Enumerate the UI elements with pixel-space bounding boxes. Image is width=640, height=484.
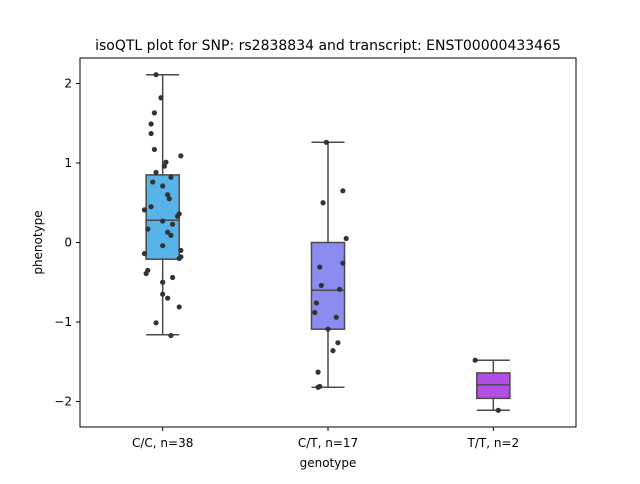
- data-point: [141, 207, 148, 213]
- data-point: [333, 314, 339, 320]
- data-point: [151, 110, 157, 116]
- data-point: [165, 295, 171, 301]
- data-point: [320, 200, 326, 206]
- data-point: [317, 264, 323, 270]
- data-point: [495, 407, 501, 413]
- box-iqr: [476, 372, 511, 400]
- y-axis-label: phenotype: [31, 210, 45, 274]
- data-point: [166, 196, 172, 202]
- strip-points: [472, 357, 501, 413]
- data-point: [160, 291, 166, 297]
- y-tick-label: 2: [64, 76, 72, 90]
- data-point: [150, 179, 156, 185]
- data-point: [160, 279, 166, 285]
- data-point: [153, 169, 159, 176]
- data-point: [153, 320, 159, 326]
- box-iqr: [310, 241, 346, 330]
- data-point: [335, 340, 341, 346]
- chart-title: isoQTL plot for SNP: rs2838834 and trans…: [95, 38, 561, 54]
- data-point: [143, 270, 149, 277]
- data-point: [178, 247, 184, 254]
- data-point: [176, 255, 182, 262]
- data-point: [160, 183, 166, 189]
- data-point: [148, 130, 154, 137]
- data-point: [340, 260, 346, 266]
- data-point: [312, 309, 318, 316]
- y-tick-label: −1: [54, 315, 72, 329]
- data-point: [148, 121, 154, 127]
- data-point: [168, 232, 174, 238]
- x-tick-label: C/C, n=38: [132, 436, 193, 450]
- data-point: [153, 72, 159, 78]
- data-point: [165, 192, 171, 198]
- data-point: [178, 153, 184, 159]
- box-group: [310, 141, 346, 388]
- box-group: [476, 359, 511, 412]
- data-point: [336, 286, 343, 293]
- y-tick-label: 1: [64, 156, 72, 170]
- strip-points: [312, 139, 349, 390]
- plot-area: [141, 72, 511, 413]
- data-point: [145, 226, 151, 232]
- data-point: [160, 243, 166, 249]
- data-point: [472, 357, 478, 363]
- axes: C/C, n=38 C/T, n=17 T/T, n=2 2 1 0 −1 −2: [54, 76, 519, 450]
- x-axis-label: genotype: [300, 456, 357, 470]
- x-tick-label: C/T, n=17: [298, 436, 358, 450]
- data-point: [151, 146, 157, 153]
- data-point: [163, 159, 169, 165]
- data-point: [169, 221, 176, 227]
- data-point: [176, 304, 182, 310]
- data-point: [325, 326, 331, 332]
- data-point: [168, 332, 174, 339]
- data-point: [343, 235, 349, 242]
- data-point: [330, 348, 336, 354]
- data-point: [141, 251, 148, 257]
- data-point: [323, 139, 329, 145]
- data-point: [161, 163, 167, 169]
- data-point: [315, 369, 321, 375]
- data-point: [313, 300, 320, 306]
- y-tick-label: −2: [54, 395, 72, 409]
- data-point: [148, 204, 154, 210]
- strip-points: [141, 72, 184, 339]
- data-point: [158, 95, 164, 101]
- data-point: [317, 383, 323, 390]
- data-point: [340, 188, 346, 194]
- data-point: [165, 229, 171, 235]
- data-point: [318, 282, 324, 289]
- data-point: [168, 174, 174, 180]
- data-point: [169, 274, 176, 281]
- y-tick-label: 0: [64, 236, 72, 250]
- data-point: [174, 213, 181, 219]
- x-tick-label: T/T, n=2: [467, 436, 520, 450]
- data-point: [160, 218, 166, 224]
